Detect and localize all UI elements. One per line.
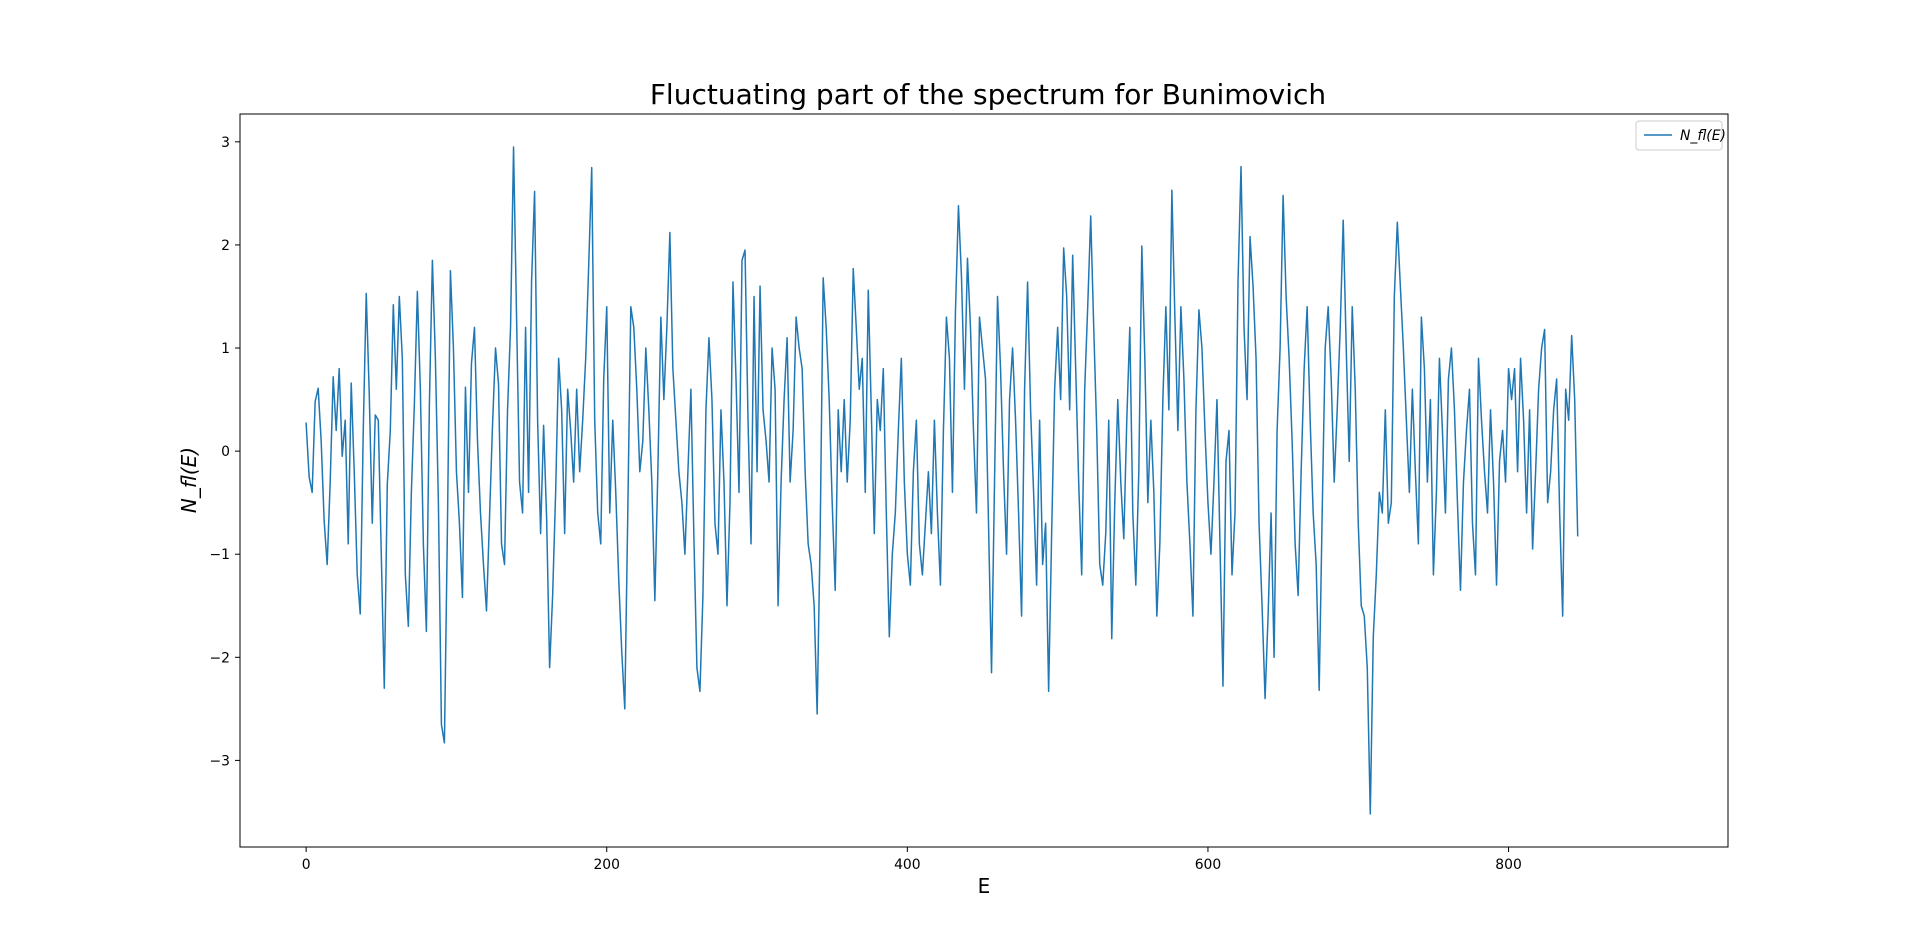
y-tick-label: 1 <box>221 341 230 357</box>
x-tick-label: 0 <box>302 857 311 873</box>
legend-label: N_fl(E) <box>1680 128 1726 144</box>
y-tick-label: 0 <box>221 444 230 460</box>
x-axis-label: E <box>978 874 991 898</box>
axes-frame <box>239 113 1729 848</box>
y-tick-label: 2 <box>221 238 230 254</box>
y-tick-label: −3 <box>210 753 230 769</box>
y-tick-label: 3 <box>221 135 230 151</box>
y-tick-label: −2 <box>210 650 230 666</box>
x-tick-label: 400 <box>894 857 921 873</box>
x-tick-label: 800 <box>1495 857 1522 873</box>
x-tick-label: 600 <box>1195 857 1222 873</box>
legend: N_fl(E) <box>1635 120 1726 151</box>
legend-frame <box>1635 120 1723 151</box>
x-axis-ticks: 0 200 400 600 800 <box>302 847 1522 873</box>
y-axis-ticks: 3 2 1 0 −1 −2 −3 <box>210 135 240 769</box>
plot-background <box>240 114 1728 847</box>
series-line-nfl <box>305 146 1579 815</box>
plot-area <box>239 113 1729 848</box>
y-axis-label: N_fl(E) <box>177 447 201 513</box>
x-tick-label: 200 <box>593 857 620 873</box>
y-tick-label: −1 <box>210 547 230 563</box>
chart-title: Fluctuating part of the spectrum for Bun… <box>650 78 1326 111</box>
